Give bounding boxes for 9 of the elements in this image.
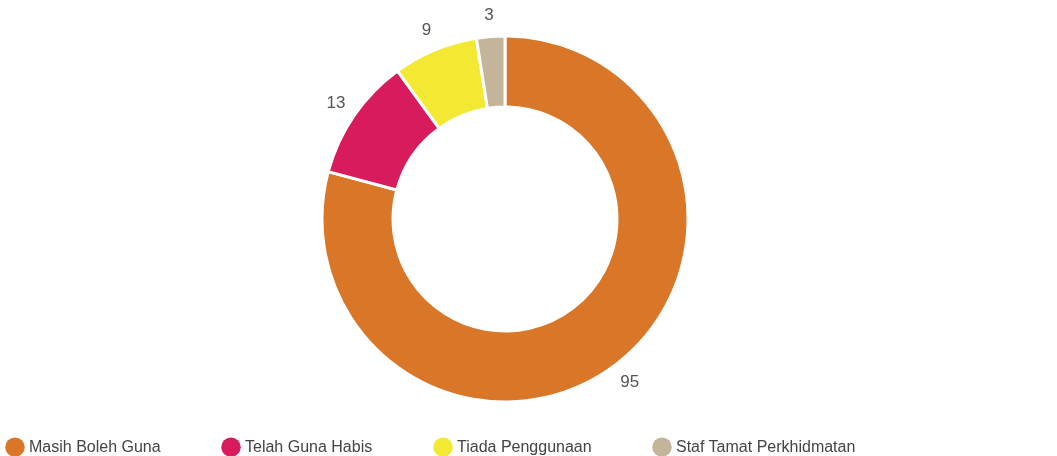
data-label: 9	[421, 19, 432, 39]
data-label: 95	[620, 371, 640, 391]
donut-slice	[320, 34, 690, 404]
data-label: 13	[326, 92, 346, 112]
legend-label: Tiada Penggunaan	[457, 438, 592, 456]
data-label: 3	[484, 4, 494, 24]
legend-label: Staf Tamat Perkhidmatan	[676, 438, 856, 456]
legend-label: Telah Guna Habis	[245, 438, 373, 456]
legend-label: Masih Boleh Guna	[29, 438, 161, 456]
